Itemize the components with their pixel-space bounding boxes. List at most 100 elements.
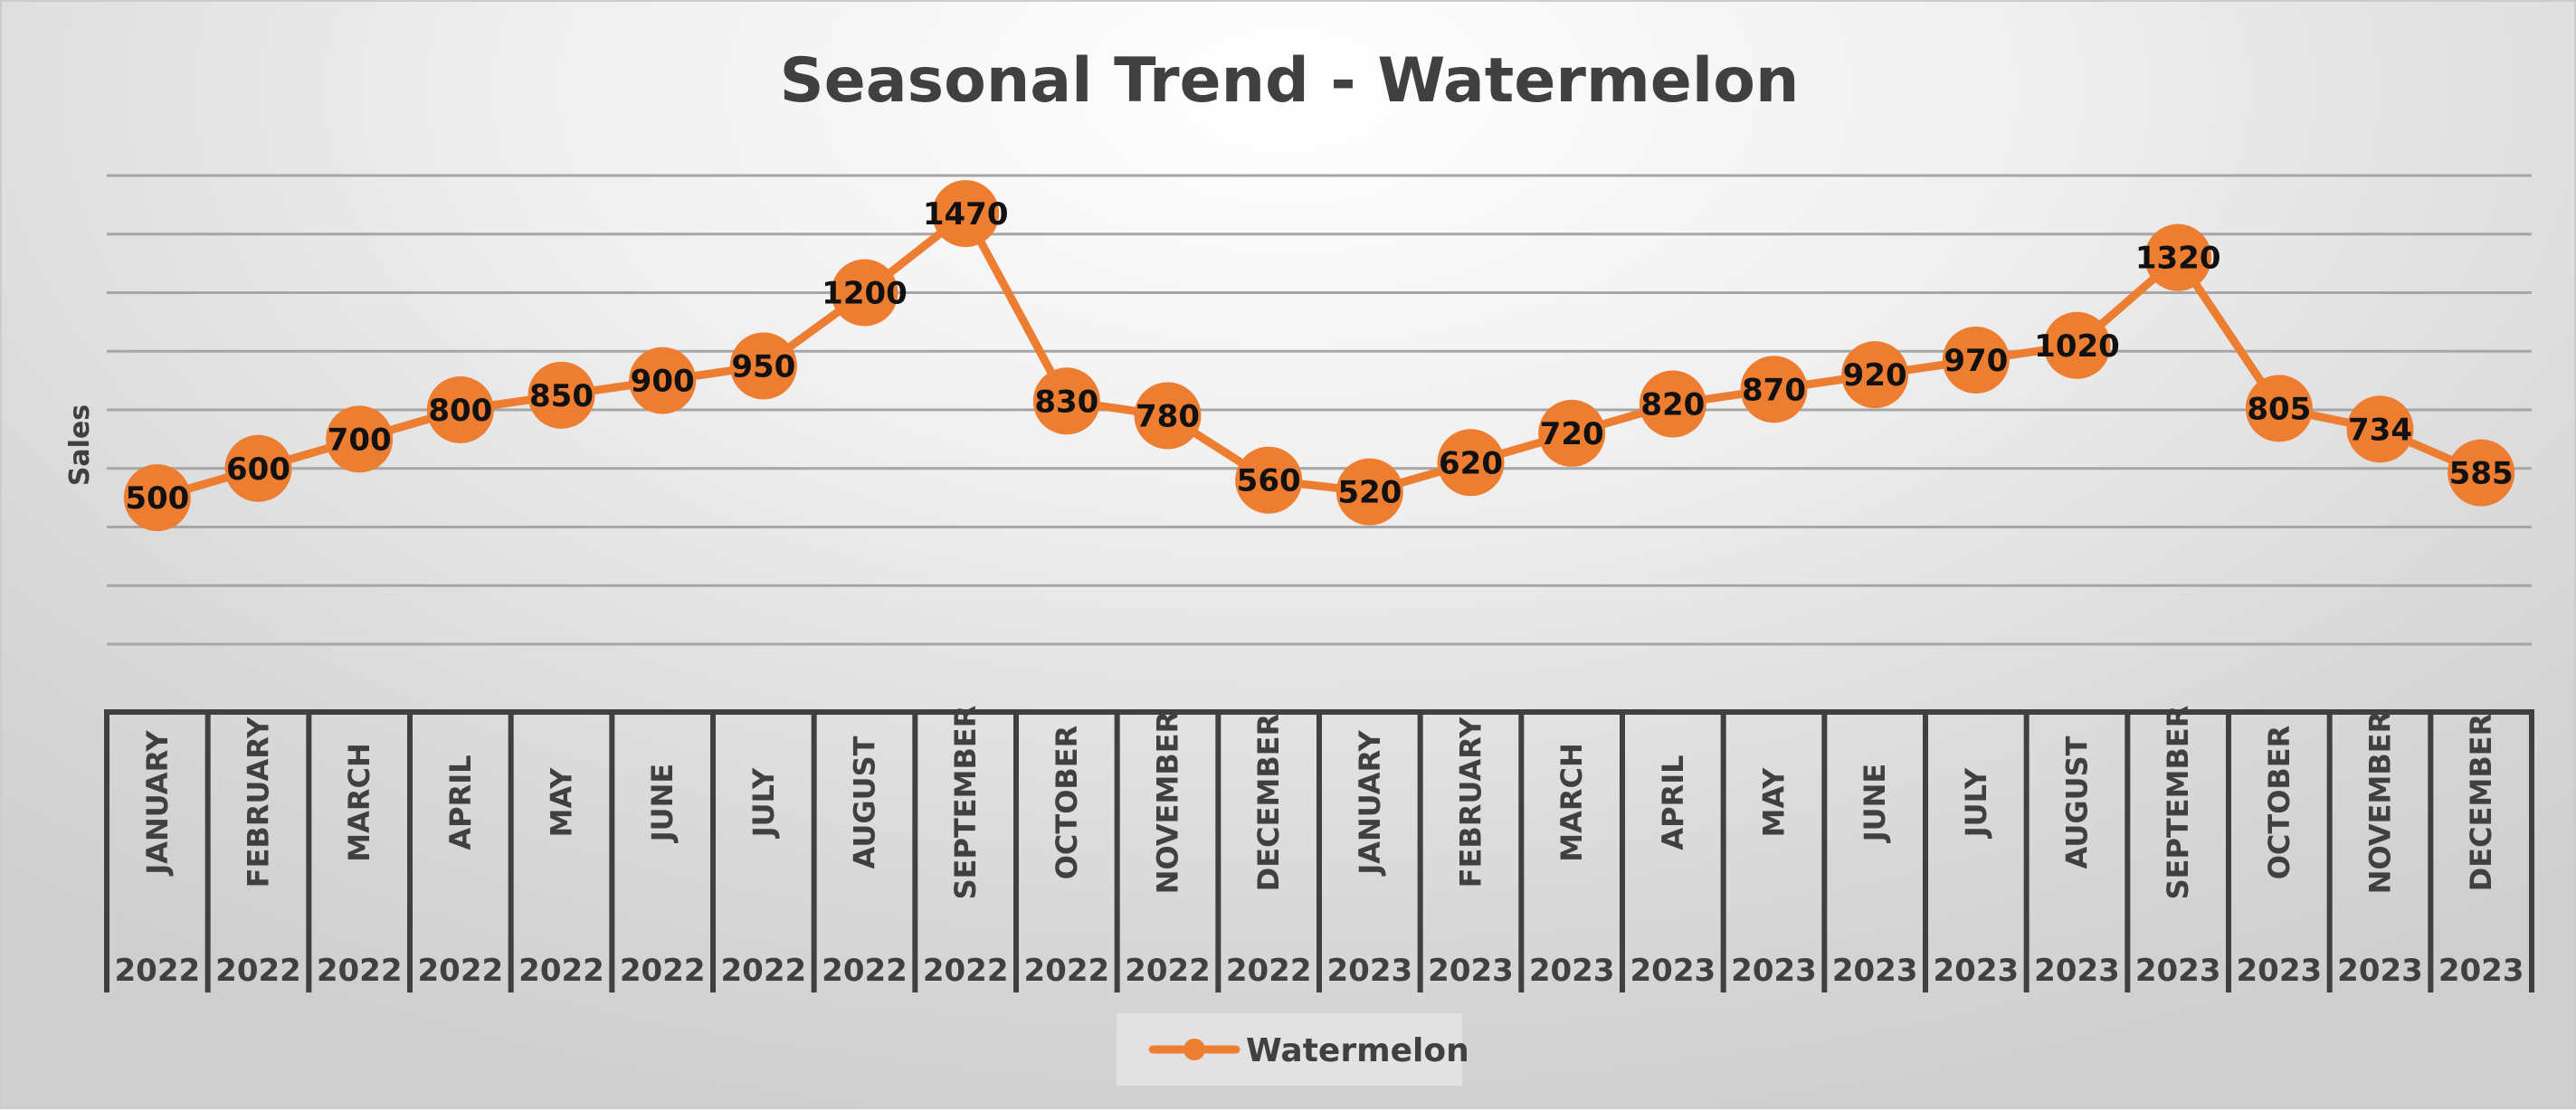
x-tick-year: 2022 [518, 953, 604, 989]
data-point [1942, 326, 2010, 394]
data-label: 970 [1944, 343, 2008, 379]
data-point [2043, 311, 2111, 379]
data-point [123, 464, 191, 532]
legend: Watermelon [1117, 1013, 1469, 1086]
data-label: 1320 [2135, 241, 2221, 277]
data-label: 700 [328, 422, 392, 458]
x-tick-month: APRIL [443, 755, 478, 850]
data-point [2245, 375, 2313, 442]
x-tick-year: 2023 [1731, 953, 1817, 989]
data-label: 780 [1136, 398, 1200, 434]
x-tick-year: 2022 [620, 953, 706, 989]
data-label: 1470 [923, 196, 1009, 233]
data-point [831, 259, 898, 327]
data-point [224, 434, 292, 502]
legend-marker-swatch [1183, 1039, 1205, 1060]
x-tick-year: 2023 [2034, 953, 2120, 989]
data-point [1032, 367, 1100, 435]
x-tick-year: 2023 [1934, 953, 2020, 989]
data-label: 800 [428, 393, 492, 429]
x-tick-month: MAY [1757, 767, 1792, 838]
data-point [1639, 370, 1706, 438]
data-label: 1020 [2034, 328, 2120, 365]
data-label: 560 [1237, 463, 1301, 499]
legend-entry-watermelon: Watermelon [1246, 1032, 1469, 1069]
data-label: 805 [2247, 391, 2311, 427]
chart-title: Seasonal Trend - Watermelon [780, 45, 1800, 117]
x-tick-month: MAY [545, 767, 579, 838]
data-label: 830 [1034, 384, 1098, 420]
x-tick-year: 2022 [418, 953, 504, 989]
x-tick-year: 2023 [2438, 953, 2524, 989]
gridlines [107, 174, 2532, 646]
x-tick-year: 2023 [1832, 953, 1918, 989]
x-tick-month: MARCH [342, 743, 376, 862]
data-point [2144, 223, 2212, 291]
x-tick-year: 2023 [2237, 953, 2323, 989]
data-label: 850 [529, 378, 594, 414]
series-watermelon: 500 600 700 800 850 900 950 1200 1470 830 780 560 52… [123, 180, 2515, 532]
x-tick-year: 2022 [317, 953, 403, 989]
x-tick-month: JANUARY [1353, 730, 1387, 877]
x-tick-month: JANUARY [140, 730, 175, 877]
data-point [1235, 446, 1303, 514]
data-point [426, 376, 494, 443]
data-label: 520 [1337, 475, 1402, 511]
x-tick-year: 2022 [923, 953, 1009, 989]
x-tick-year: 2022 [1024, 953, 1110, 989]
x-tick-month: AUGUST [848, 736, 882, 869]
x-tick-month: APRIL [1656, 755, 1690, 850]
x-tick-month: SEPTEMBER [2161, 706, 2195, 900]
series-line [153, 209, 2486, 502]
data-point [1538, 399, 1606, 467]
x-tick-month: FEBRUARY [1454, 717, 1488, 888]
x-tick-month: JUNE [1858, 764, 1892, 844]
data-point [1437, 429, 1505, 497]
x-tick-month: NOVEMBER [2363, 711, 2398, 894]
data-point [1134, 382, 1202, 450]
x-tick-month: NOVEMBER [1151, 711, 1185, 894]
data-label: 920 [1843, 357, 1907, 394]
x-tick-year: 2023 [1630, 953, 1716, 989]
x-tick-year: 2022 [822, 953, 908, 989]
x-tick-year: 2023 [1327, 953, 1413, 989]
x-tick-year: 2023 [1428, 953, 1514, 989]
x-tick-year: 2022 [115, 953, 201, 989]
y-axis-label: Sales [64, 404, 96, 486]
data-point [326, 405, 394, 473]
x-tick-month: JULY [1959, 767, 1993, 839]
x-tick-year: 2022 [215, 953, 301, 989]
x-tick-month: FEBRUARY [242, 717, 276, 888]
data-point [729, 332, 797, 400]
data-point [2448, 439, 2515, 507]
data-label: 585 [2449, 456, 2514, 492]
data-point [528, 361, 595, 429]
x-tick-year: 2023 [2135, 953, 2221, 989]
data-point [1336, 458, 1403, 526]
data-label: 600 [226, 451, 290, 488]
x-tick-month: OCTOBER [2262, 726, 2296, 880]
data-label: 870 [1742, 372, 1806, 408]
x-tick-month: DECEMBER [1251, 714, 1286, 892]
x-tick-year: 2022 [1226, 953, 1312, 989]
x-tick-year: 2023 [1529, 953, 1615, 989]
data-label: 950 [731, 348, 795, 385]
x-tick-month: SEPTEMBER [948, 706, 983, 900]
data-point [932, 180, 1000, 248]
data-label: 820 [1640, 387, 1705, 423]
data-point [1841, 341, 1909, 409]
data-label: 620 [1439, 445, 1503, 481]
data-point [1740, 356, 1808, 423]
x-tick-year: 2022 [1125, 953, 1211, 989]
x-tick-month: JULY [746, 767, 781, 839]
data-label: 1200 [822, 276, 908, 312]
x-tick-year: 2023 [2337, 953, 2423, 989]
x-tick-month: MARCH [1554, 743, 1589, 862]
x-tick-month: JUNE [645, 764, 680, 844]
data-point [629, 347, 697, 414]
data-label: 500 [125, 480, 189, 517]
data-label: 720 [1540, 416, 1604, 452]
data-label: 734 [2348, 412, 2412, 448]
